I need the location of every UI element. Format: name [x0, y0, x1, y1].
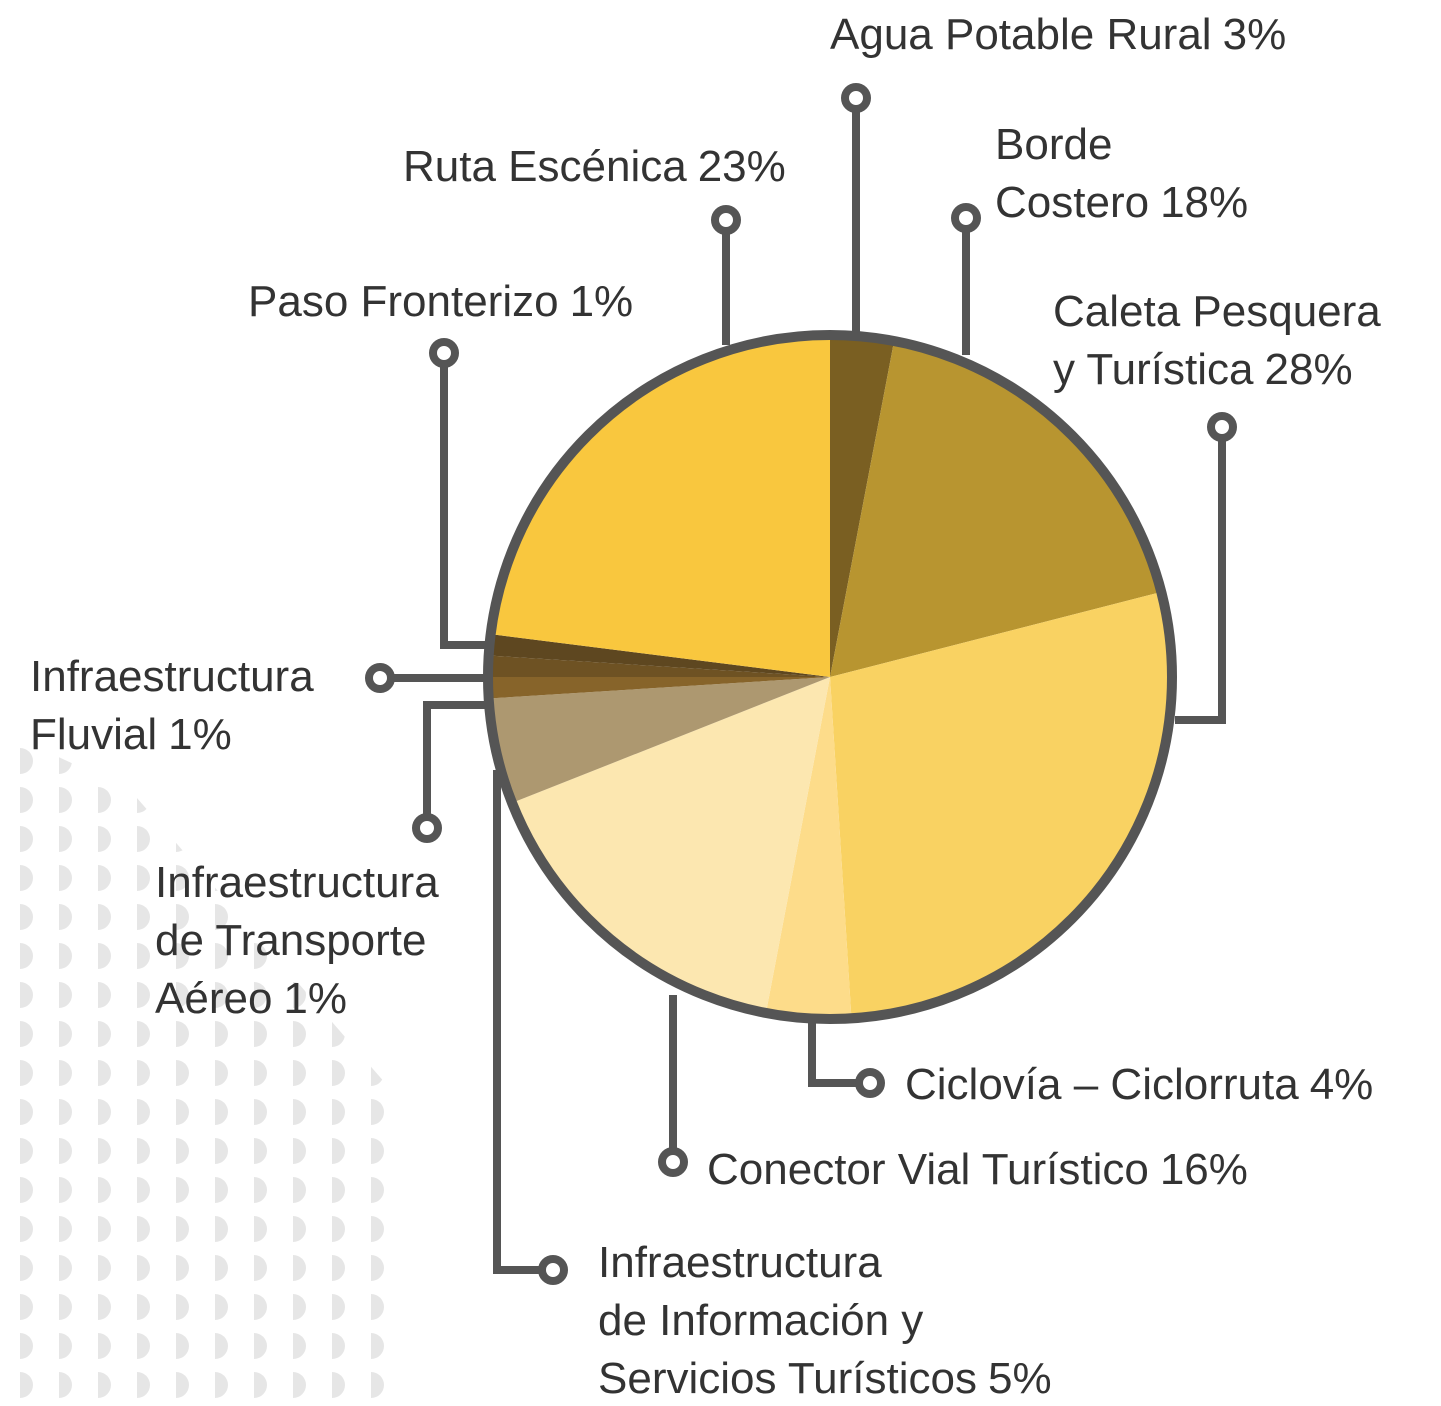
slice-label: Infraestructura de Transporte Aéreo 1%: [155, 854, 439, 1028]
value-label: 1%: [168, 710, 232, 759]
leader-line: [440, 365, 490, 649]
leader-line: [1175, 439, 1226, 724]
value-label: 1%: [569, 277, 634, 326]
slice-label: Caleta Pesquera y Turística 28%: [1053, 283, 1381, 399]
slice-label: Borde Costero 18%: [995, 116, 1248, 232]
slice-label: Ciclovía – Ciclorruta 4%: [905, 1056, 1373, 1114]
category-label: Paso Fronterizo: [248, 277, 559, 326]
pie-slice: [830, 343, 1160, 677]
leader-dot: [538, 1255, 568, 1285]
leader-dot: [841, 83, 871, 113]
leaders: [365, 83, 1237, 1285]
leader-dot: [1207, 412, 1237, 442]
pie-slice: [490, 677, 830, 803]
leader-dot: [365, 663, 395, 693]
pie-slice: [513, 677, 830, 1011]
pie-slice: [492, 337, 830, 677]
slice-label: Infraestructura Fluvial 1%: [30, 648, 314, 764]
slice-label: Agua Potable Rural 3%: [830, 6, 1286, 64]
category-label: Borde Costero: [995, 120, 1150, 227]
category-label: Infraestructura de Transporte Aéreo: [155, 858, 439, 1023]
leader-dot: [951, 203, 981, 233]
leader-dot: [711, 205, 741, 235]
leader-dot: [855, 1068, 885, 1098]
pie-slice: [830, 592, 1170, 1017]
slice-label: Ruta Escénica 23%: [403, 138, 786, 196]
leader-line: [423, 701, 490, 816]
value-label: 28%: [1264, 345, 1353, 394]
pie-slice: [490, 677, 830, 699]
value-label: 4%: [1309, 1060, 1374, 1109]
category-label: Agua Potable Rural: [830, 10, 1212, 59]
category-label: Infraestructura Fluvial: [30, 652, 314, 759]
pie-slice: [830, 337, 894, 677]
value-label: 1%: [283, 974, 348, 1023]
leader-dot: [429, 338, 459, 368]
value-label: 18%: [1160, 178, 1249, 227]
background-dots: [0, 730, 400, 1406]
value-label: 5%: [987, 1354, 1052, 1403]
category-label: Conector Vial Turístico: [707, 1145, 1149, 1194]
leader-line: [808, 1020, 858, 1087]
category-label: Infraestructura de Información y Servici…: [598, 1238, 977, 1403]
slice-label: Infraestructura de Información y Servici…: [598, 1234, 1052, 1406]
slice-label: Paso Fronterizo 1%: [248, 273, 633, 331]
category-label: Caleta Pesquera y Turística: [1053, 287, 1381, 394]
category-label: Ruta Escénica: [403, 142, 687, 191]
value-label: 16%: [1159, 1145, 1248, 1194]
pie-slice: [490, 634, 830, 677]
category-label: Ciclovía – Ciclorruta: [905, 1060, 1299, 1109]
leader-dot: [658, 1147, 688, 1177]
leader-line: [493, 770, 541, 1274]
pie-slice: [766, 677, 852, 1018]
value-label: 3%: [1222, 10, 1287, 59]
pie-slice: [490, 655, 830, 677]
leader-dot: [412, 813, 442, 843]
value-label: 23%: [697, 142, 786, 191]
pie: [490, 337, 1170, 1018]
slice-label: Conector Vial Turístico 16%: [707, 1141, 1248, 1199]
